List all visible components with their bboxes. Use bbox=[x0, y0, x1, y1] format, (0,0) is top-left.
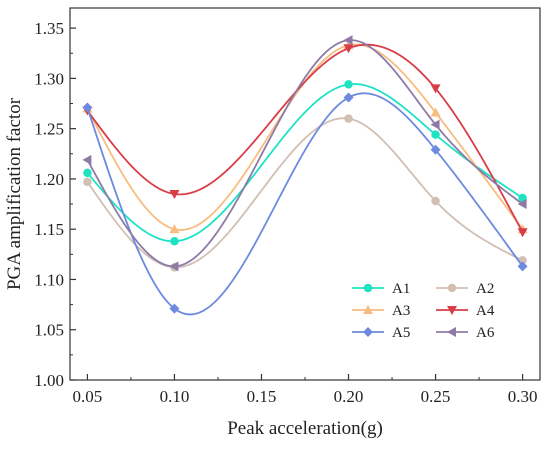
data-point-a5 bbox=[82, 102, 93, 113]
y-tick-label: 1.10 bbox=[34, 270, 64, 289]
legend-marker bbox=[447, 327, 456, 337]
y-tick-label: 1.35 bbox=[34, 19, 64, 38]
x-axis: 0.05 0.10 0.15 0.20 0.25 0.30 bbox=[73, 374, 538, 406]
x-tick-label: 0.30 bbox=[508, 387, 538, 406]
data-point-a2 bbox=[344, 114, 353, 123]
x-tick-label: 0.10 bbox=[160, 387, 190, 406]
legend-item-a3: A3 bbox=[352, 303, 410, 319]
legend-item-a2: A2 bbox=[436, 281, 494, 297]
data-point-a5 bbox=[517, 261, 528, 272]
y-tick-label: 1.20 bbox=[34, 170, 64, 189]
data-point-a1 bbox=[431, 130, 440, 139]
legend-item-a5: A5 bbox=[352, 325, 410, 341]
series-layer bbox=[82, 35, 528, 316]
x-tick-label: 0.05 bbox=[73, 387, 103, 406]
data-point-a6 bbox=[82, 154, 92, 165]
data-point-a5 bbox=[430, 144, 441, 155]
x-tick-label: 0.25 bbox=[421, 387, 451, 406]
legend-item-a6: A6 bbox=[436, 325, 495, 341]
series-a6 bbox=[82, 35, 527, 272]
x-tick-label: 0.15 bbox=[247, 387, 277, 406]
legend-marker bbox=[447, 306, 457, 315]
data-point-a4 bbox=[517, 228, 528, 238]
legend-marker bbox=[447, 283, 457, 293]
data-point-a6 bbox=[517, 199, 527, 210]
x-tick-label: 0.20 bbox=[334, 387, 364, 406]
data-point-a6 bbox=[430, 119, 440, 130]
legend-item-a4: A4 bbox=[436, 303, 495, 319]
data-point-a2 bbox=[83, 177, 92, 187]
series-line-a1 bbox=[86, 83, 524, 243]
data-point-a4 bbox=[169, 190, 180, 199]
y-axis-title: PGA amplification factor bbox=[4, 97, 25, 290]
data-point-a6 bbox=[343, 35, 353, 46]
series-a3 bbox=[82, 40, 528, 234]
data-point-a3 bbox=[169, 224, 180, 234]
data-point-a4 bbox=[343, 44, 354, 54]
legend-label: A6 bbox=[476, 325, 495, 341]
series-a4 bbox=[82, 43, 528, 238]
data-point-a1 bbox=[170, 237, 179, 246]
data-point-a2 bbox=[431, 196, 440, 206]
legend-marker bbox=[363, 327, 373, 337]
data-point-a5 bbox=[343, 92, 354, 103]
series-line-a2 bbox=[86, 117, 523, 269]
legend-marker bbox=[363, 305, 373, 314]
data-point-a4 bbox=[430, 84, 441, 94]
y-tick-label: 1.15 bbox=[34, 220, 64, 239]
series-a2 bbox=[83, 114, 527, 272]
legend-marker bbox=[363, 283, 373, 293]
data-point-a1 bbox=[83, 168, 92, 178]
legend-item-a1: A1 bbox=[352, 281, 410, 297]
y-tick-label: 1.00 bbox=[34, 371, 64, 390]
series-a1 bbox=[83, 80, 527, 246]
data-point-a1 bbox=[344, 80, 353, 89]
legend-label: A3 bbox=[392, 303, 410, 319]
legend-label: A1 bbox=[392, 281, 410, 297]
data-point-a6 bbox=[169, 261, 179, 272]
legend: A1 A2 A3 A4 A5 A6 bbox=[352, 281, 495, 341]
series-line-a5 bbox=[86, 92, 524, 316]
y-tick-label: 1.30 bbox=[34, 69, 64, 88]
x-axis-title: Peak acceleration(g) bbox=[227, 418, 383, 439]
legend-label: A5 bbox=[392, 325, 410, 341]
y-tick-label: 1.25 bbox=[34, 120, 64, 139]
y-axis: 1.00 1.05 1.10 1.15 1.20 1.25 1.30 1.35 bbox=[34, 19, 76, 390]
series-line-a6 bbox=[86, 39, 524, 268]
series-line-a4 bbox=[86, 43, 524, 233]
series-a5 bbox=[82, 92, 528, 316]
data-point-a5 bbox=[169, 303, 180, 314]
y-tick-label: 1.05 bbox=[34, 321, 64, 340]
legend-label: A4 bbox=[476, 303, 495, 319]
legend-label: A2 bbox=[476, 281, 494, 297]
data-point-a3 bbox=[430, 107, 441, 117]
